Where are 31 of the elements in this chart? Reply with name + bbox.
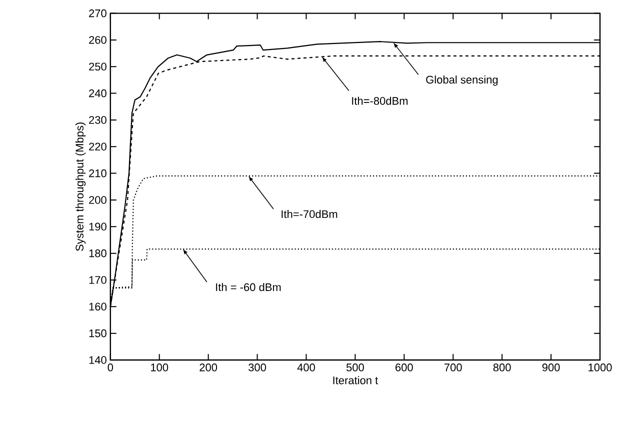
y-tick-label: 230 (89, 116, 106, 124)
x-tick-label: 1000 (588, 364, 612, 372)
x-tick-label: 400 (297, 364, 315, 372)
y-tick-label: 200 (89, 196, 106, 204)
y-axis-title: System throughput (Mbps) (75, 122, 86, 251)
x-tick-label: 800 (493, 364, 511, 372)
y-tick-label: 270 (89, 9, 106, 18)
x-tick-label: 600 (396, 364, 413, 372)
y-tick-label: 140 (89, 356, 106, 364)
y-tick-label: 190 (89, 222, 106, 231)
y-tick-label: 210 (89, 169, 106, 178)
annotation: Ith=-80dBm (352, 96, 408, 105)
y-tick-label: 260 (89, 36, 106, 44)
x-tick-label: 500 (346, 364, 364, 372)
y-tick-label: 250 (89, 62, 106, 71)
x-tick-label: 700 (444, 364, 462, 372)
x-tick-label: 0 (108, 364, 114, 372)
y-tick-label: 160 (89, 302, 106, 311)
x-tick-label: 900 (542, 364, 560, 372)
y-tick-label: 170 (89, 276, 106, 284)
y-tick-label: 220 (89, 142, 106, 151)
annotation: Ith = -60 dBm (216, 283, 281, 292)
x-tick-label: 300 (248, 364, 266, 372)
annotation: Ith=-70dBm (282, 210, 338, 218)
x-tick-label: 200 (200, 364, 218, 372)
annotation: Global sensing (426, 76, 498, 86)
y-tick-label: 150 (89, 329, 106, 338)
y-tick-label: 180 (89, 249, 106, 258)
y-tick-label: 240 (89, 89, 106, 98)
x-axis-title: Iteration t (333, 376, 378, 384)
x-tick-label: 100 (151, 364, 168, 372)
